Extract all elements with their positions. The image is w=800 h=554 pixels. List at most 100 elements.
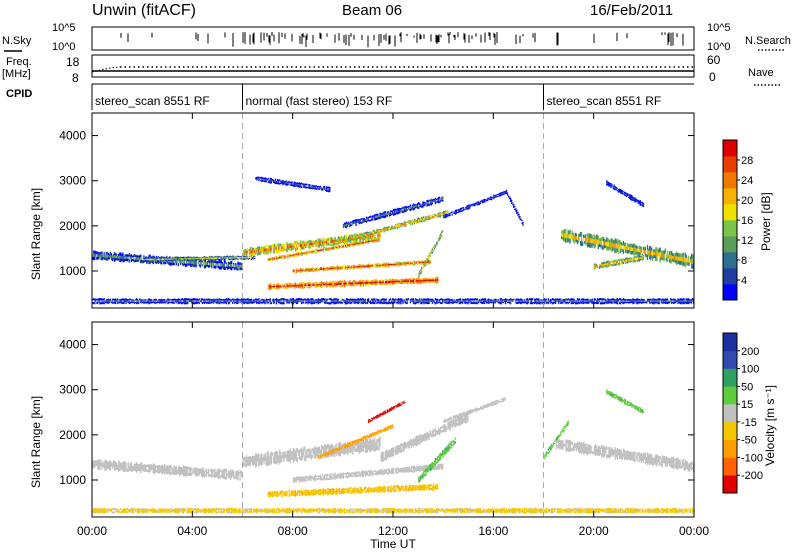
heatmap-cell: [258, 179, 260, 182]
heatmap-cell: [613, 243, 615, 248]
heatmap-cell: [377, 239, 379, 241]
heatmap-cell: [116, 253, 118, 256]
heatmap-cell: [313, 186, 315, 188]
heatmap-cell: [306, 186, 308, 189]
heatmap-cell: [220, 299, 222, 301]
heatmap-cell: [213, 256, 215, 258]
heatmap-cell: [363, 235, 365, 238]
heatmap-cell: [374, 234, 376, 237]
heatmap-cell: [325, 282, 327, 284]
heatmap-cell: [363, 242, 365, 244]
heatmap-cell: [320, 244, 323, 248]
heatmap-cell: [676, 260, 678, 266]
heatmap-cell: [326, 302, 328, 304]
heatmap-cell: [213, 298, 215, 301]
heatmap-cell: [502, 192, 504, 194]
heatmap-cell: [387, 262, 390, 264]
heatmap-cell: [381, 279, 383, 282]
heatmap-cell: [419, 220, 421, 223]
heatmap-cell: [369, 231, 372, 233]
heatmap-cell: [409, 223, 411, 226]
heatmap-cell: [374, 263, 376, 265]
heatmap-cell: [349, 234, 351, 238]
heatmap-cell: [213, 258, 215, 260]
heatmap-cell: [275, 298, 278, 301]
heatmap-cell: [659, 247, 661, 253]
heatmap-cell: [293, 241, 295, 245]
heatmap-cell: [348, 266, 350, 269]
heatmap-cell: [444, 212, 446, 215]
heatmap-cell: [419, 203, 421, 205]
heatmap-cell: [311, 251, 313, 253]
heatmap-cell: [456, 301, 459, 304]
heatmap-cell: [253, 302, 255, 304]
heatmap-cell: [395, 300, 397, 303]
heatmap-cell: [412, 260, 415, 263]
heatmap-cell: [663, 254, 665, 258]
heatmap-cell: [375, 240, 377, 242]
heatmap-cell: [608, 264, 610, 268]
heatmap-cell: [273, 299, 276, 301]
heatmap-cell: [359, 241, 361, 243]
heatmap-cell: [627, 250, 629, 254]
heatmap-cell: [260, 179, 262, 182]
freq-panel: [91, 54, 695, 78]
heatmap-cell: [336, 245, 338, 247]
heatmap-cell: [309, 286, 311, 289]
heatmap-cell: [587, 237, 589, 243]
heatmap-cell: [399, 279, 401, 281]
heatmap-cell: [240, 265, 242, 268]
heatmap-cell: [110, 300, 113, 302]
heatmap-cell: [431, 248, 433, 251]
heatmap-cell: [316, 186, 318, 188]
heatmap-cell: [371, 280, 373, 282]
heatmap-cell: [418, 277, 420, 280]
heatmap-cell: [118, 300, 120, 302]
heatmap-cell: [288, 248, 290, 251]
heatmap-cell: [147, 300, 149, 302]
heatmap-cell: [215, 257, 217, 260]
heatmap-cell: [332, 301, 334, 304]
heatmap-cell: [389, 214, 392, 216]
heatmap-cell: [312, 240, 314, 243]
heatmap-cell: [435, 281, 437, 283]
heatmap-cell: [196, 300, 198, 303]
heatmap-cell: [286, 298, 288, 301]
heatmap-cell: [218, 302, 220, 305]
heatmap-cell: [268, 250, 270, 254]
heatmap-cell: [347, 222, 349, 225]
heatmap-cell: [210, 256, 212, 258]
heatmap-cell: [100, 254, 102, 258]
heatmap-cell: [285, 283, 287, 286]
heatmap-cell: [282, 179, 284, 182]
heatmap-cell: [425, 263, 427, 266]
heatmap-cell: [629, 259, 631, 261]
heatmap-cell: [364, 233, 366, 236]
heatmap-cell: [397, 212, 399, 215]
heatmap-cell: [235, 266, 237, 269]
heatmap-cell: [287, 184, 289, 186]
heatmap-cell: [267, 258, 269, 260]
heatmap-cell: [101, 300, 103, 303]
heatmap-cell: [412, 298, 415, 301]
heatmap-cell: [184, 300, 186, 303]
heatmap-cell: [218, 260, 220, 264]
heatmap-cell: [278, 285, 280, 288]
heatmap-cell: [264, 179, 266, 181]
heatmap-cell: [148, 254, 150, 258]
heatmap-cell: [321, 298, 324, 301]
heatmap-cell: [330, 283, 332, 286]
heatmap-cell: [215, 255, 217, 258]
heatmap-cell: [402, 279, 404, 281]
heatmap-cell: [313, 285, 315, 288]
heatmap-cell: [270, 179, 272, 182]
heatmap-cell: [327, 298, 329, 301]
heatmap-cell: [300, 184, 302, 186]
heatmap-cell: [348, 284, 350, 286]
heatmap-cell: [642, 205, 645, 208]
heatmap-cell: [351, 265, 353, 267]
heatmap-cell: [266, 251, 268, 254]
heatmap-cell: [495, 196, 497, 198]
heatmap-cell: [347, 300, 349, 303]
heatmap-cell: [365, 238, 368, 242]
